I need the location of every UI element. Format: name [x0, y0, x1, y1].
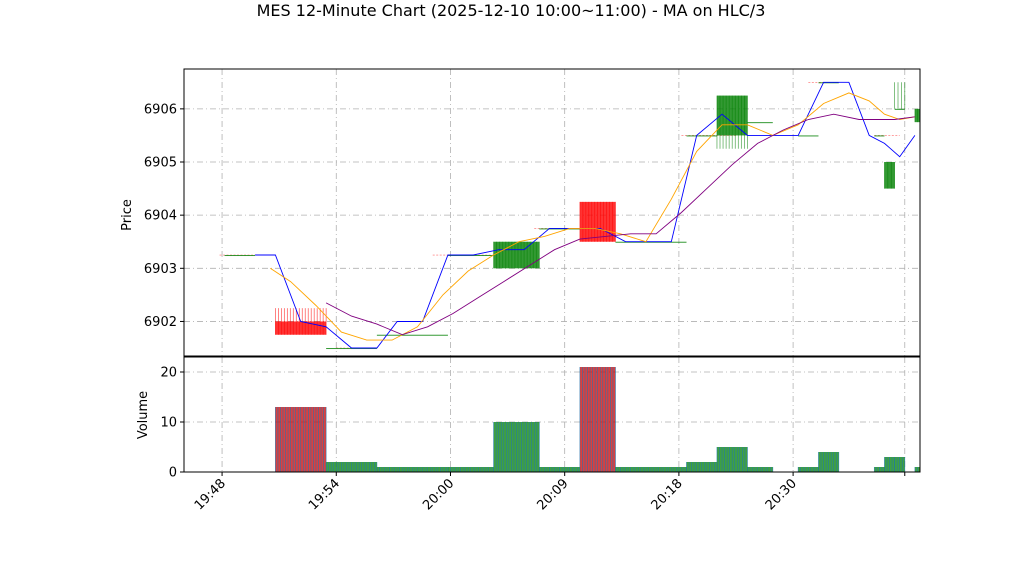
- candle-body: [539, 228, 580, 230]
- line-ma1: [270, 92, 915, 341]
- volume-bar: [716, 447, 748, 472]
- volume-axes-frame: [183, 356, 921, 473]
- candle-body: [747, 122, 773, 124]
- candle: [874, 135, 885, 137]
- volume-bar: [615, 467, 687, 472]
- time-tick-label: 19:54: [306, 476, 343, 513]
- time-tick-label: 20:30: [763, 476, 800, 513]
- candle: [798, 135, 819, 137]
- price-tick-label: 6902: [144, 315, 177, 330]
- candles: [224, 82, 921, 350]
- candle-body: [884, 162, 895, 189]
- time-axis-ticks: 19:48 19:54 20:00 20:09 20:18 20:30: [192, 472, 906, 513]
- volume-bar: [275, 407, 327, 472]
- price-tick-label: 6903: [144, 262, 177, 277]
- volume-bar: [376, 467, 449, 472]
- candle-body: [818, 82, 839, 84]
- candle-body: [615, 241, 687, 243]
- chart-title: MES 12-Minute Chart (2025-12-10 10:00~11…: [257, 1, 766, 20]
- candle: [539, 228, 580, 230]
- volume-bars: [275, 367, 921, 472]
- price-axis-label: Price: [120, 199, 135, 231]
- candle-body: [686, 135, 717, 137]
- volume-bar: [873, 467, 885, 472]
- candle-body: [376, 334, 448, 336]
- volume-bar: [538, 467, 581, 472]
- candle: [914, 108, 921, 123]
- candle-body: [894, 108, 905, 110]
- price-axis-ticks: 6902 6903 6904 6905 6906: [144, 102, 184, 330]
- volume-panel: 0 10 20 Volume: [136, 356, 921, 481]
- candle: [275, 308, 327, 335]
- time-tick-label: 20:18: [649, 476, 686, 513]
- line-close: [255, 81, 916, 349]
- candle: [326, 348, 377, 350]
- candle: [747, 122, 773, 124]
- candle-body: [798, 135, 819, 137]
- candle-body: [326, 348, 377, 350]
- candle: [224, 255, 256, 257]
- candle-body: [275, 321, 327, 335]
- candle-body: [447, 255, 494, 257]
- volume-axis-ticks: 0 10 20: [160, 366, 184, 481]
- moving-average-lines: [255, 81, 916, 349]
- volume-bar: [686, 462, 718, 472]
- volume-bar: [914, 467, 921, 472]
- volume-bar: [797, 467, 819, 472]
- price-gridlines: [184, 69, 920, 356]
- candle: [686, 135, 717, 137]
- time-tick-label: 19:48: [192, 476, 229, 513]
- time-tick-label: 20:09: [534, 476, 571, 513]
- candle: [818, 82, 839, 84]
- volume-tick-label: 20: [160, 366, 177, 381]
- candle: [493, 241, 540, 269]
- candle: [884, 162, 895, 189]
- price-tick-label: 6905: [144, 156, 177, 171]
- candle: [716, 95, 748, 149]
- candle: [894, 82, 906, 110]
- candle-body: [874, 135, 885, 137]
- candle: [447, 255, 494, 257]
- price-tick-label: 6904: [144, 209, 177, 224]
- volume-bar: [894, 457, 906, 472]
- volume-bar: [579, 367, 616, 472]
- candle: [376, 334, 448, 336]
- candle: [615, 241, 687, 243]
- time-tick-label: 20:00: [420, 476, 457, 513]
- volume-bar: [884, 457, 895, 472]
- volume-bar: [493, 422, 540, 472]
- price-tick-label: 6906: [144, 102, 177, 117]
- volume-bar: [747, 467, 774, 472]
- candle-body: [224, 255, 256, 257]
- volume-tick-label: 10: [160, 416, 177, 431]
- volume-tick-label: 0: [169, 466, 177, 481]
- volume-bar: [325, 462, 378, 472]
- volume-axis-label: Volume: [136, 391, 151, 439]
- candle: [579, 201, 616, 242]
- price-panel: 6902 6903 6904 6905 6906 Price: [120, 68, 921, 357]
- line-ma2: [325, 113, 915, 336]
- volume-bar: [447, 467, 494, 472]
- price-axes-frame: [183, 68, 921, 357]
- candle-body: [493, 241, 540, 269]
- volume-bar: [818, 452, 840, 472]
